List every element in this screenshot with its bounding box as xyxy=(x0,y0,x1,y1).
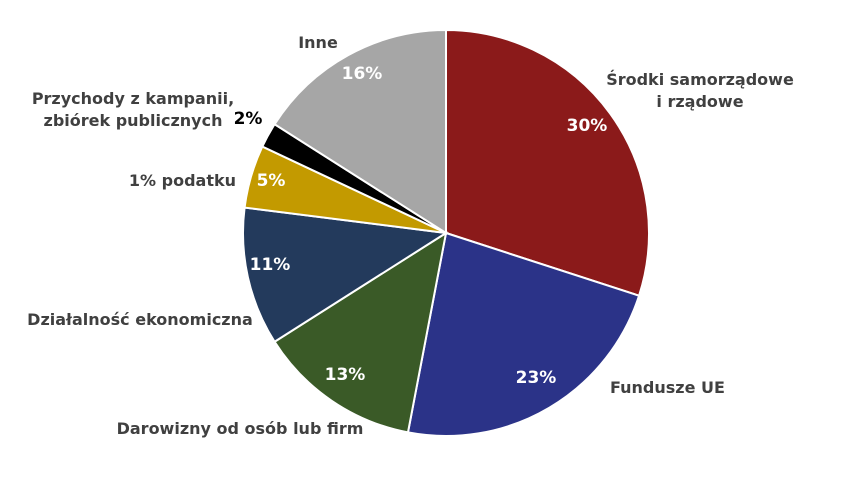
slice-category-label: Środki samorządowe i rządowe xyxy=(606,70,794,111)
pie-slice xyxy=(406,231,641,437)
slice-category-label: 1% podatku xyxy=(129,171,236,190)
slice-category-label: Fundusze UE xyxy=(610,378,725,397)
slice-category-label-line: 1% podatku xyxy=(129,171,236,190)
slice-percent-label: 5% xyxy=(257,171,286,191)
pie-slice xyxy=(273,230,448,434)
pie-slice xyxy=(242,206,449,344)
slice-percent-label: 16% xyxy=(342,64,383,84)
slice-category-label-line: Przychody z kampanii, xyxy=(32,89,234,108)
slice-category-label-line: Inne xyxy=(298,33,338,52)
percentage-labels: 30% 23% 13% 11% 5% 2% 16% xyxy=(234,64,608,388)
category-labels: Środki samorządowe i rządowe Fundusze UE Da… xyxy=(27,33,794,438)
slice-category-label: Inne xyxy=(298,33,338,52)
slice-percent-label: 2% xyxy=(234,109,263,129)
slice-percent-label: 13% xyxy=(325,365,366,385)
slice-category-label: Darowizny od osób lub firm xyxy=(117,419,364,438)
slice-percent-label: 23% xyxy=(516,368,557,388)
slice-category-label-line: Fundusze UE xyxy=(610,378,725,397)
slice-category-label-line: zbiórek publicznych xyxy=(44,111,223,130)
pie-slice xyxy=(273,28,447,235)
slice-category-label-line: Działalność ekonomiczna xyxy=(27,310,253,329)
slice-category-label-line: Środki samorządowe xyxy=(606,70,794,89)
slice-category-label-line: i rządowe xyxy=(656,92,743,111)
slice-category-label: Działalność ekonomiczna xyxy=(27,310,253,329)
slice-category-label-line: Darowizny od osób lub firm xyxy=(117,419,364,438)
pie-slice xyxy=(445,28,650,297)
slice-category-label: Przychody z kampanii, zbiórek publicznych xyxy=(32,89,234,130)
slice-percent-label: 11% xyxy=(250,255,291,275)
slice-percent-label: 30% xyxy=(567,116,608,136)
pie-slices xyxy=(242,28,650,437)
